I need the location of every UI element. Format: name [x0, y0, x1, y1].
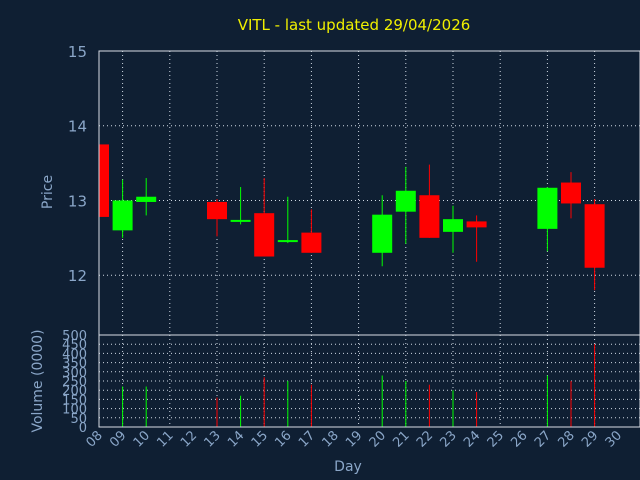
candle-14 [230, 187, 251, 225]
candle-27 [537, 187, 558, 252]
volume-tick-500: 500 [62, 329, 87, 344]
price-tick-13: 13 [68, 192, 87, 210]
candle-body-16 [277, 240, 298, 243]
candle-10 [136, 178, 157, 216]
candle-body-28 [561, 182, 581, 204]
candle-body-08 [99, 144, 109, 217]
price-tick-12: 12 [68, 267, 87, 285]
candle-body-23 [443, 219, 463, 232]
volume-gridlines [99, 335, 640, 427]
x-tick-25: 25 [485, 428, 507, 450]
x-tick-22: 22 [414, 428, 436, 450]
price-gridlines [99, 51, 640, 335]
volume-tick-450: 450 [62, 338, 87, 353]
volume-tick-50: 50 [70, 412, 87, 427]
candle-13 [207, 198, 227, 237]
volume-tick-200: 200 [62, 384, 87, 399]
candle-21 [395, 166, 416, 244]
candle-20 [372, 195, 393, 267]
candle-08 [98, 144, 109, 217]
x-tick-24: 24 [461, 428, 483, 450]
candle-17 [301, 209, 322, 253]
price-tick-14: 14 [68, 118, 87, 136]
volume-panel-frame [98, 334, 640, 428]
candle-body-14 [230, 219, 251, 222]
x-tick-13: 13 [202, 428, 224, 450]
volume-bars [122, 344, 596, 427]
volume-tick-350: 350 [62, 357, 87, 372]
x-tick-23: 23 [438, 428, 460, 450]
candle-09 [112, 179, 133, 238]
candle-29 [584, 198, 605, 291]
candle-body-22 [419, 195, 440, 238]
x-tick-18: 18 [320, 428, 342, 450]
candle-body-17 [301, 232, 322, 253]
x-tick-15: 15 [249, 428, 271, 450]
candle-body-27 [537, 187, 558, 229]
price-tick-15: 15 [68, 43, 87, 61]
x-tick-16: 16 [272, 428, 294, 450]
candle-28 [561, 172, 581, 219]
x-tick-11: 11 [154, 428, 176, 450]
x-tick-09: 09 [107, 428, 129, 450]
candle-15 [254, 178, 275, 257]
candle-body-20 [372, 214, 393, 253]
candle-body-10 [136, 196, 157, 202]
x-tick-29: 29 [579, 428, 601, 450]
chart-title: VITL - last updated 29/04/2026 [238, 16, 471, 34]
price-panel-frame [98, 50, 640, 336]
candle-24 [466, 215, 487, 262]
x-tick-17: 17 [296, 428, 318, 450]
volume-tick-100: 100 [62, 403, 87, 418]
volume-tick-400: 400 [62, 347, 87, 362]
x-tick-14: 14 [225, 428, 247, 450]
x-tick-21: 21 [390, 428, 412, 450]
x-axis-label: Day [334, 459, 362, 475]
candle-body-13 [207, 201, 227, 220]
volume-tick-250: 250 [62, 375, 87, 390]
candle-body-29 [584, 204, 605, 268]
x-tick-12: 12 [178, 428, 200, 450]
candle-16 [277, 196, 298, 244]
x-tick-19: 19 [343, 428, 365, 450]
candle-body-21 [395, 190, 416, 212]
x-tick-26: 26 [508, 428, 530, 450]
candlesticks [98, 144, 605, 291]
candle-23 [443, 205, 463, 253]
volume-tick-0: 0 [79, 421, 87, 436]
candle-body-24 [466, 221, 487, 228]
volume-axis-label: Volume (0000) [30, 329, 46, 432]
x-tick-28: 28 [556, 428, 578, 450]
x-tick-10: 10 [131, 428, 153, 450]
x-tick-30: 30 [603, 428, 625, 450]
candle-body-09 [112, 200, 133, 231]
x-tick-27: 27 [532, 428, 554, 450]
volume-tick-150: 150 [62, 393, 87, 408]
price-axis-label: Price [40, 175, 56, 209]
volume-tick-300: 300 [62, 366, 87, 381]
price-tick-labels: 12 13 14 15 [68, 43, 87, 285]
candle-body-15 [254, 213, 275, 257]
x-tick-20: 20 [367, 428, 389, 450]
x-tick-labels: 08 09 10 11 12 13 14 15 16 17 18 19 20 21 22 23 24 25 26 27… [84, 428, 626, 450]
candle-22 [419, 164, 440, 238]
